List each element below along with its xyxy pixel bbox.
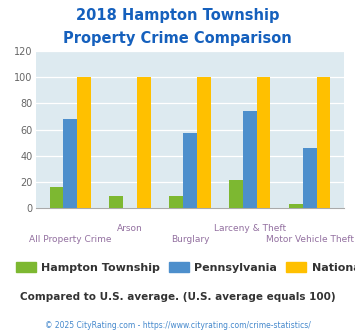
Text: Larceny & Theft: Larceny & Theft (214, 224, 286, 233)
Bar (50, 187, 63, 208)
Bar (257, 77, 271, 208)
Bar (197, 77, 211, 208)
Text: Burglary: Burglary (171, 235, 209, 244)
Bar (303, 148, 317, 208)
Bar (183, 133, 197, 208)
Text: All Property Crime: All Property Crime (29, 235, 111, 244)
Bar (63, 119, 77, 208)
Bar (77, 77, 91, 208)
Text: © 2025 CityRating.com - https://www.cityrating.com/crime-statistics/: © 2025 CityRating.com - https://www.city… (45, 321, 310, 330)
Bar (109, 196, 123, 208)
Legend: Hampton Township, Pennsylvania, National: Hampton Township, Pennsylvania, National (11, 258, 355, 278)
Bar (317, 77, 330, 208)
Text: Motor Vehicle Theft: Motor Vehicle Theft (266, 235, 354, 244)
Bar (243, 111, 257, 208)
Bar (289, 204, 303, 208)
Bar (137, 77, 151, 208)
Text: Compared to U.S. average. (U.S. average equals 100): Compared to U.S. average. (U.S. average … (20, 292, 335, 302)
Bar (229, 181, 243, 208)
Text: 2018 Hampton Township: 2018 Hampton Township (76, 8, 279, 23)
Text: Property Crime Comparison: Property Crime Comparison (63, 31, 292, 46)
Text: Arson: Arson (117, 224, 143, 233)
Bar (169, 196, 183, 208)
